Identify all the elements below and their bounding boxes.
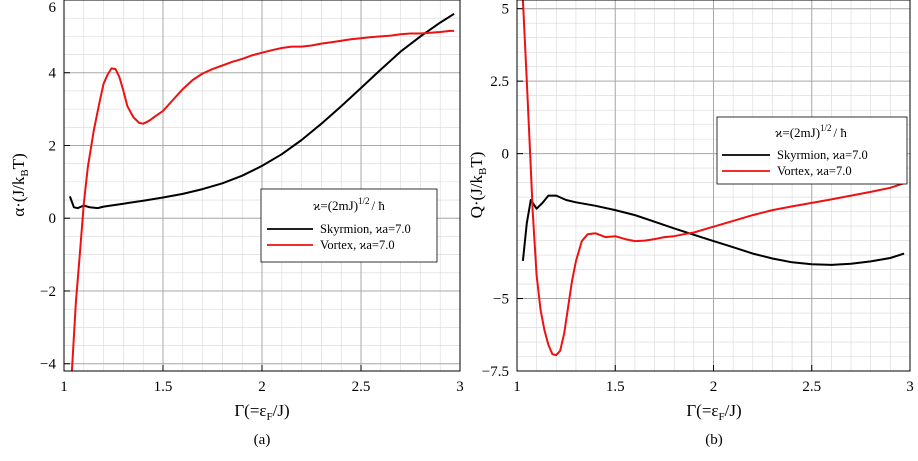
grid-a: [63, 0, 461, 371]
plot-frame-a: [63, 0, 461, 372]
y-tick-label-b: −7.5: [482, 364, 509, 380]
legend-entry-vortex-b: Vortex, ϰa=7.0: [777, 164, 852, 178]
legend-title-b: ϰ=(2mJ)1/2/ ħ: [775, 123, 847, 140]
legend-title-a: ϰ=(2mJ)1/2/ ħ: [313, 196, 385, 213]
grid-b: [516, 0, 911, 372]
x-tick-label-a: 3: [456, 379, 464, 395]
legend-entry-vortex-a: Vortex, ϰa=7.0: [320, 238, 395, 252]
x-tick-label-a: 1.5: [154, 379, 173, 395]
x-axis-label-b: Γ(=εF/J): [686, 401, 741, 423]
y-tick-label-b: 5: [502, 2, 510, 18]
y-axis-label-b: Q·(J/kBT): [467, 152, 489, 219]
panel-label-a: (a): [254, 432, 271, 448]
y-tick-label-b: 2.5: [490, 74, 509, 90]
plot-frame-b: [516, 0, 911, 372]
ticks-b: 1 1.5 2 2.5 3 −7.5 −5 0 2.5 5: [482, 2, 914, 395]
x-tick-label-a: 1: [60, 379, 68, 395]
legend-entry-skyrmion-b: Skyrmion, ϰa=7.0: [777, 148, 868, 162]
series-line-skyrmion-b: [521, 194, 905, 266]
legend-b: ϰ=(2mJ)1/2/ ħ Skyrmion, ϰa=7.0 Vortex, ϰ…: [716, 116, 908, 185]
x-tick-label-b: 2.5: [802, 379, 821, 395]
x-tick-label-a: 2: [258, 379, 266, 395]
legend-a: ϰ=(2mJ)1/2/ ħ Skyrmion, ϰa=7.0 Vortex, ϰ…: [260, 188, 438, 263]
y-tick-label-a: 2: [49, 138, 57, 154]
series-line-vortex-b: [521, 0, 905, 357]
y-tick-label-b: 0: [502, 147, 510, 163]
series-b: [521, 0, 905, 357]
y-tick-label-a: 6: [49, 0, 57, 16]
y-tick-label-a: −4: [40, 357, 56, 373]
panel-a: 1 1.5 2 2.5 3 −4 −2 0 2 4 6 ϰ=(2mJ)1/2/ ħ Skyrmion…: [9, 0, 464, 448]
legend-box-b: [716, 116, 908, 185]
x-tick-label-a: 2.5: [352, 379, 371, 395]
x-tick-label-b: 1.5: [606, 379, 625, 395]
x-axis-label-a: Γ(=εF/J): [234, 401, 289, 423]
series-a: [68, 12, 455, 372]
x-tick-label-b: 2: [710, 379, 718, 395]
y-tick-label-a: 0: [49, 211, 57, 227]
ticks-a: 1 1.5 2 2.5 3 −4 −2 0 2 4 6: [40, 0, 464, 395]
series-line-vortex-a: [70, 29, 455, 372]
y-tick-label-a: −2: [40, 284, 56, 300]
panel-b: 1 1.5 2 2.5 3 −7.5 −5 0 2.5 5 ϰ=(2mJ)1/2/ ħ Skyrm…: [467, 0, 914, 448]
y-tick-label-b: −5: [493, 292, 509, 308]
legend-entry-skyrmion-a: Skyrmion, ϰa=7.0: [320, 222, 411, 236]
series-line-skyrmion-a: [68, 12, 455, 210]
x-tick-label-b: 1: [513, 379, 521, 395]
legend-box-a: [260, 188, 438, 263]
panel-label-b: (b): [705, 432, 723, 448]
y-axis-label-a: α·(J/kBT): [9, 153, 31, 216]
y-tick-label-a: 4: [49, 66, 57, 82]
x-tick-label-b: 3: [906, 379, 914, 395]
